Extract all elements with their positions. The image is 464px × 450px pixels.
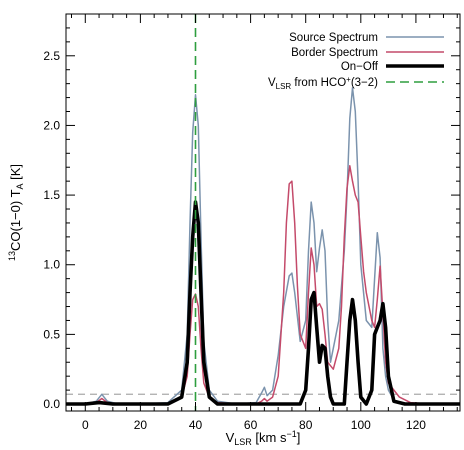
legend-label: Source Spectrum [289,32,378,44]
legend-label: Border Spectrum [291,47,378,59]
legend: Source Spectrum Border Spectrum On−Off VLSR… [268,32,444,91]
y-axis-title: 13CO(1−0) TA [K] [7,164,25,261]
x-tick-label: 40 [189,418,203,432]
y-tick-label: 0.0 [43,397,60,411]
x-tick-label: 60 [244,418,258,432]
y-tick-label: 0.5 [43,327,60,341]
x-tick-label: 120 [406,418,426,432]
x-tick-label: 0 [82,418,89,432]
legend-label: VLSR from HCO+(3−2) [268,75,378,91]
series-line-border-spectrum [66,165,460,405]
plot-area [66,14,460,411]
y-tick-label: 2.5 [43,49,60,63]
x-tick-label: 80 [299,418,313,432]
series-line-source-spectrum [66,87,460,405]
x-tick-label: 20 [134,418,148,432]
y-tick-label: 1.5 [43,188,60,202]
x-axis-title: VLSR [km s−1] [226,429,301,447]
x-tick-label: 100 [351,418,371,432]
plot-frame [65,13,461,412]
legend-label: On−Off [341,61,379,73]
series-line-on-off [66,200,460,406]
y-tick-label: 2.0 [43,118,60,132]
axes: 0 20 40 60 80 100 120 0.0 0.5 1.0 1.5 2.0 2.5 VLSR [k… [7,13,461,447]
y-tick-label: 1.0 [43,258,60,272]
